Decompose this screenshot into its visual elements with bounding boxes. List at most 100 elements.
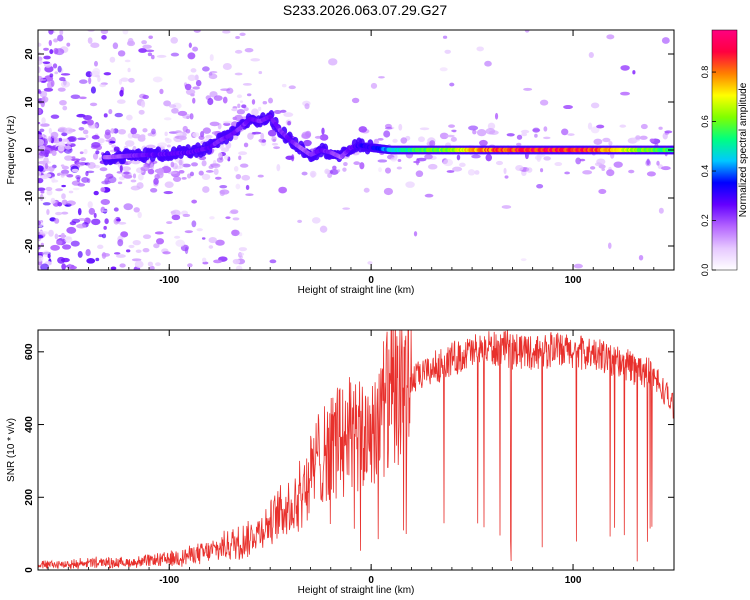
- spectrogram-noise-blob: [75, 174, 81, 180]
- spectrogram-noise-blob: [67, 135, 77, 143]
- spectrogram-noise-blob: [245, 184, 250, 191]
- spectrogram-noise-blob: [251, 108, 259, 116]
- spectrogram-noise-blob: [451, 129, 457, 133]
- spectrogram-noise-blob: [383, 187, 393, 196]
- spectrogram-noise-blob: [632, 70, 636, 75]
- spectrogram-noise-blob: [97, 138, 105, 144]
- spectrogram-noise-blob: [60, 164, 65, 167]
- spectrogram-noise-blob: [77, 183, 86, 187]
- spectrogram-noise-blob: [215, 239, 225, 246]
- spectrogram-noise-blob: [110, 266, 117, 270]
- spectrogram-noise-blob: [181, 177, 187, 180]
- spectrogram-noise-blob: [467, 169, 476, 176]
- spectrogram-noise-blob: [370, 82, 378, 89]
- spectrogram-noise-blob: [48, 229, 54, 237]
- spectrogram-noise-blob: [171, 214, 181, 221]
- spectrogram-noise-blob: [119, 263, 126, 268]
- spectrogram-noise-blob: [192, 132, 200, 138]
- spectrogram-noise-blob: [446, 170, 455, 173]
- spectrogram-noise-blob: [170, 36, 179, 44]
- spectrogram-noise-blob: [236, 94, 243, 99]
- spectrogram-noise-blob: [83, 115, 93, 121]
- spectrogram-noise-blob: [628, 169, 635, 174]
- spectrogram-noise-blob: [53, 38, 59, 43]
- spectrogram-noise-blob: [44, 163, 49, 170]
- spectrogram-noise-blob: [56, 240, 63, 246]
- spectrogram-noise-blob: [127, 37, 134, 45]
- spectrogram-noise-blob: [238, 247, 248, 252]
- spectrogram-noise-blob: [43, 87, 54, 92]
- spectrogram-noise-blob: [660, 166, 671, 171]
- spectrogram-noise-blob: [61, 244, 72, 250]
- spectrogram-noise-blob: [99, 167, 108, 172]
- spectrogram-noise-blob: [383, 130, 391, 138]
- spectrogram-noise-blob: [234, 72, 243, 76]
- spectrogram-noise-blob: [238, 151, 248, 156]
- spectrogram-noise-blob: [56, 173, 61, 177]
- spectrogram-noise-blob: [516, 142, 522, 146]
- spectrogram-noise-blob: [38, 220, 41, 226]
- spectrogram-noise-blob: [38, 78, 47, 82]
- spectrogram-noise-blob: [243, 107, 249, 112]
- spectrogram-noise-blob: [127, 160, 132, 164]
- spectrogram-noise-blob: [184, 230, 193, 234]
- figure-title: S233.2026.063.07.29.G27: [283, 2, 447, 18]
- spectrogram-noise-blob: [171, 209, 181, 217]
- spectrogram-noise-blob: [503, 167, 507, 175]
- spectrogram-noise-blob: [573, 263, 583, 269]
- spectrogram-noise-blob: [175, 130, 182, 133]
- spectrogram-noise-blob: [658, 207, 664, 214]
- spectrogram-noise-blob: [534, 155, 542, 161]
- spectrogram-noise-blob: [61, 193, 66, 200]
- spectrogram-noise-blob: [124, 59, 131, 63]
- spectrogram-noise-blob: [303, 139, 312, 147]
- spectrogram-noise-blob: [201, 173, 211, 180]
- spectrogram-noise-blob: [100, 198, 111, 206]
- spectrogram-noise-blob: [540, 168, 544, 173]
- spectrogram-noise-blob: [152, 76, 163, 83]
- spectrogram-noise-blob: [57, 87, 66, 92]
- spectrogram-noise-blob: [166, 221, 173, 225]
- spectrogram-noise-blob: [167, 171, 178, 175]
- spectrogram-noise-blob: [72, 187, 80, 191]
- spectrogram-noise-blob: [57, 34, 64, 42]
- spectrogram-noise-blob: [71, 156, 76, 159]
- spectrogram-noise-blob: [343, 162, 348, 167]
- spectrogram-noise-blob: [48, 136, 52, 143]
- spectrogram-noise-blob: [476, 46, 484, 52]
- spectrogram-noise-blob: [86, 119, 94, 126]
- spectrogram-noise-blob: [150, 187, 158, 193]
- spectrogram-noise-blob: [487, 122, 496, 130]
- spectrogram-noise-blob: [80, 157, 87, 162]
- spectrogram-noise-blob: [38, 187, 46, 192]
- spectrogram-noise-blob: [217, 152, 223, 158]
- spectrogram-noise-blob: [515, 164, 524, 171]
- spectrogram-noise-blob: [147, 168, 155, 175]
- spectrogram-noise-blob: [116, 218, 121, 222]
- spectrogram-noise-blob: [61, 263, 67, 270]
- spectrogram-noise-blob: [594, 162, 603, 167]
- spectrogram-noise-blob: [602, 137, 611, 143]
- spectrogram-noise-blob: [163, 100, 172, 107]
- spectrogram-noise-blob: [134, 260, 144, 268]
- spectrogram-noise-blob: [39, 175, 49, 180]
- spectrogram-noise-blob: [656, 160, 660, 166]
- spectrogram-noise-blob: [235, 265, 243, 270]
- y-tick-label: 200: [24, 488, 35, 505]
- spectrogram-noise-blob: [138, 109, 145, 115]
- spectrogram-noise-blob: [151, 128, 156, 135]
- spectrogram-noise-blob: [48, 39, 52, 47]
- spectrogram-noise-blob: [133, 207, 140, 213]
- spectrogram-noise-blob: [195, 79, 202, 87]
- spectrogram-noise-blob: [109, 56, 116, 63]
- spectrogram-noise-blob: [208, 165, 214, 170]
- colorbar-gradient: [711, 29, 738, 271]
- spectrogram-noise-blob: [521, 132, 528, 137]
- spectrogram-noise-blob: [55, 211, 63, 216]
- y-tick-label: 0: [24, 147, 35, 153]
- spectrogram-noise-blob: [235, 173, 242, 180]
- spectrogram-noise-blob: [268, 97, 273, 104]
- spectrogram-noise-blob: [46, 81, 54, 89]
- spectrogram-noise-blob: [38, 177, 44, 184]
- spectrogram-noise-blob: [327, 173, 333, 179]
